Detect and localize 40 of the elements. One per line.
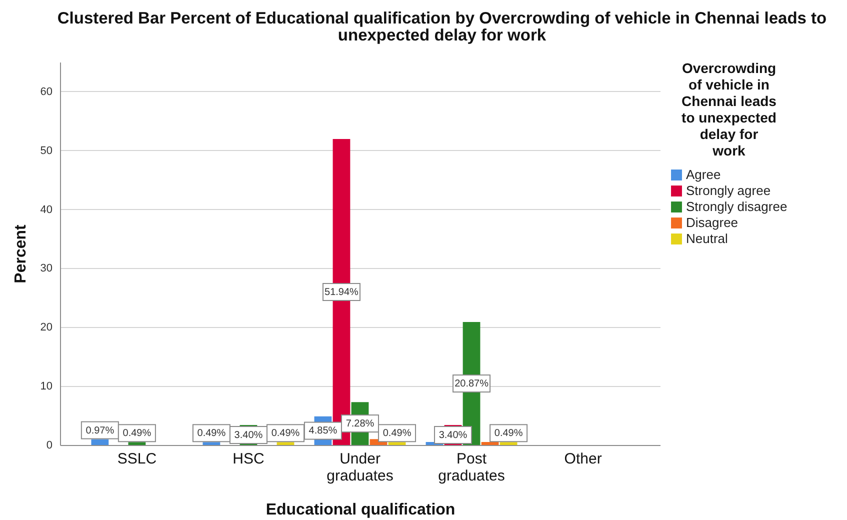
chart-title: Clustered Bar Percent of Educational qualification by Overcrowding of vehicle in Chennai leads to unexpected delay for work <box>57 10 827 44</box>
x-tick-label: Other <box>564 450 602 468</box>
legend-label: Disagree <box>686 215 738 230</box>
x-tick-label: SSLC <box>117 450 157 468</box>
data-label: 0.49% <box>494 428 523 440</box>
bar <box>388 442 406 445</box>
bar <box>202 442 220 445</box>
x-axis-title: Educational qualification <box>266 502 456 518</box>
y-tick-label: 50 <box>40 144 52 157</box>
legend-label: Strongly disagree <box>686 199 788 214</box>
x-tick-label: Under graduates <box>326 450 394 484</box>
bar <box>91 439 109 445</box>
data-label: 7.28% <box>346 418 374 430</box>
y-tick-label: 20 <box>40 322 52 334</box>
data-label: 0.49% <box>271 428 300 440</box>
y-axis-title: Percent <box>12 224 30 284</box>
x-tick-label: HSC <box>232 450 264 468</box>
data-label: 3.40% <box>234 430 263 441</box>
data-label: 20.87% <box>454 378 489 390</box>
y-tick-label: 40 <box>40 204 52 216</box>
bar <box>500 442 518 445</box>
data-label: 0.49% <box>122 428 152 440</box>
data-label: 3.40% <box>438 430 468 441</box>
data-label: 0.97% <box>86 425 114 436</box>
x-tick-label: Post graduates <box>438 450 505 484</box>
legend-label: Agree <box>686 167 721 182</box>
y-tick-label: 10 <box>40 380 52 393</box>
bar <box>128 442 146 445</box>
y-tick-label: 60 <box>40 86 52 98</box>
legend-label: Neutral <box>686 231 728 246</box>
legend-label: Strongly agree <box>686 183 771 198</box>
data-label: 51.94% <box>324 286 359 298</box>
y-tick-label: 0 <box>46 440 52 452</box>
bar <box>276 442 294 445</box>
data-label: 0.49% <box>197 428 226 440</box>
data-label: 0.49% <box>382 428 412 440</box>
y-tick-label: 30 <box>40 262 52 275</box>
legend-title: Overcrowding of vehicle in Chennai leads to unexpected delay for work <box>682 60 777 158</box>
bar <box>481 442 499 445</box>
data-label: 4.85% <box>308 426 338 437</box>
